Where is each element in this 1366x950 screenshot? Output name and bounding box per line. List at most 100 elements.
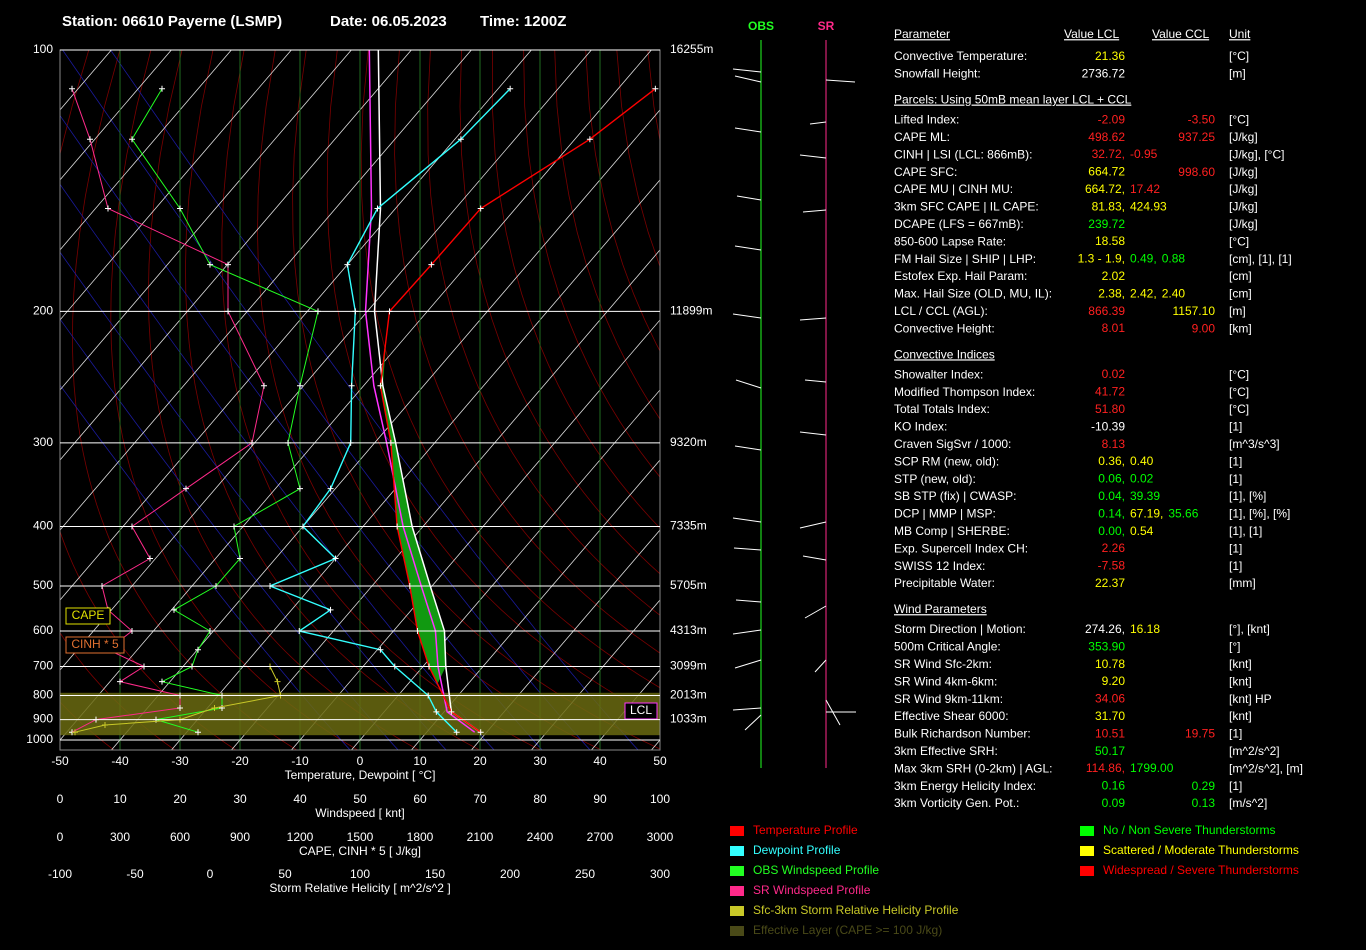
profile-marker xyxy=(102,721,108,728)
param-unit: [J/kg] xyxy=(1229,130,1258,144)
height-label: 16255m xyxy=(670,42,713,56)
dry-adiabat xyxy=(523,50,660,478)
isotherm xyxy=(60,50,472,531)
param-label: 3km Energy Helicity Index: xyxy=(894,779,1036,793)
param-ccl: 0.29 xyxy=(1192,779,1216,793)
isotherm xyxy=(60,50,232,251)
threat-label: Scattered / Moderate Thunderstorms xyxy=(1103,843,1299,857)
axis-tick-label: 1500 xyxy=(347,830,374,844)
param-label: Estofex Exp. Hail Param: xyxy=(894,269,1027,283)
param-unit: [mm] xyxy=(1229,576,1256,590)
param-value: 1799.00 xyxy=(1130,761,1174,775)
axis-tick-label: 2400 xyxy=(527,830,554,844)
param-value: 0.49, xyxy=(1130,252,1157,266)
profile-marker xyxy=(374,205,381,212)
param-values: 18.58 xyxy=(1095,234,1125,248)
moist-adiabat xyxy=(110,50,639,750)
threat-label: No / Non Severe Thunderstorms xyxy=(1103,823,1276,837)
param-label: Convective Height: xyxy=(894,321,995,335)
param-unit: [1] xyxy=(1229,559,1242,573)
param-value: -2.09 xyxy=(1098,113,1126,127)
lcl-box xyxy=(624,702,658,720)
isotherm xyxy=(60,50,652,741)
profile-marker xyxy=(69,85,75,92)
isotherm xyxy=(350,389,660,750)
profile-marker xyxy=(183,485,189,492)
height-label: 1033m xyxy=(670,712,707,726)
axis-label: Windspeed [ knt] xyxy=(315,806,404,820)
param-value: 81.83, xyxy=(1092,200,1125,214)
param-value: 34.06 xyxy=(1095,692,1125,706)
height-label: 3099m xyxy=(670,659,707,673)
param-value: 274.26, xyxy=(1085,622,1125,636)
axis-tick-label: 70 xyxy=(473,792,487,806)
axis-tick-label: 90 xyxy=(593,792,607,806)
height-label: 4313m xyxy=(670,623,707,637)
dry-adiabat xyxy=(491,50,660,529)
dry-adiabat xyxy=(221,50,542,750)
param-value: 0.04, xyxy=(1098,489,1125,503)
y-tick-label: 900 xyxy=(33,712,53,726)
legend-label: Sfc-3km Storm Relative Helicity Profile xyxy=(753,903,959,917)
param-label: SR Wind 4km-6km: xyxy=(894,674,997,688)
dry-adiabat xyxy=(554,50,660,420)
x-tick-label: -30 xyxy=(171,754,189,768)
param-value: 0.00, xyxy=(1098,524,1125,538)
effective-layer xyxy=(60,692,660,736)
param-value: 0.54 xyxy=(1130,524,1154,538)
axis-tick-label: 3000 xyxy=(647,830,674,844)
param-label: Snowfall Height: xyxy=(894,67,981,81)
param-values: 31.70 xyxy=(1095,709,1125,723)
param-value: 31.70 xyxy=(1095,709,1125,723)
param-label: CAPE SFC: xyxy=(894,165,957,179)
isotherm xyxy=(60,50,172,181)
param-value: 67.19, xyxy=(1130,507,1163,521)
isotherm xyxy=(60,50,532,601)
wind-profile xyxy=(71,88,265,733)
moist-adiabat xyxy=(60,384,351,750)
param-value: 0.14, xyxy=(1098,507,1125,521)
param-value: 16.18 xyxy=(1130,622,1160,636)
axis-tick-label: 200 xyxy=(500,867,520,881)
param-unit: [°C] xyxy=(1229,49,1249,63)
station: Station: 06610 Payerne (LSMP) xyxy=(62,13,282,30)
profile-marker xyxy=(348,382,355,389)
param-values: 0.09 xyxy=(1102,796,1126,810)
param-values: 2.02 xyxy=(1102,269,1126,283)
profile-marker xyxy=(297,485,303,492)
param-value: 2.02 xyxy=(1102,269,1126,283)
isotherm xyxy=(170,179,660,750)
plot-area xyxy=(60,50,660,750)
profile-marker xyxy=(207,261,213,268)
param-label: SWISS 12 Index: xyxy=(894,559,985,573)
y-tick-label: 200 xyxy=(33,304,53,318)
param-values: 2736.72 xyxy=(1082,67,1126,81)
param-unit: [knt] xyxy=(1229,657,1252,671)
param-values: -2.09 xyxy=(1098,113,1126,127)
profile-marker xyxy=(225,261,231,268)
axis-tick-label: 0 xyxy=(57,830,64,844)
param-value: 0.06, xyxy=(1098,472,1125,486)
axis-tick-label: 80 xyxy=(533,792,547,806)
profile-marker xyxy=(219,705,225,712)
lcl-label: LCL xyxy=(630,703,652,717)
param-values: 274.26, 16.18 xyxy=(1085,622,1160,636)
profile-marker xyxy=(433,708,440,715)
param-unit: [1] xyxy=(1229,727,1242,741)
legend-swatch xyxy=(730,866,744,876)
section-title: Parcels: Using 50mB mean layer LCL + CCL xyxy=(894,93,1132,107)
param-label: Craven SigSvr / 1000: xyxy=(894,437,1011,451)
profile-marker xyxy=(195,729,201,736)
param-unit: [m] xyxy=(1229,67,1246,81)
section-title: Wind Parameters xyxy=(894,602,987,616)
param-values: 21.36 xyxy=(1095,49,1125,63)
param-value: 2.42, xyxy=(1130,287,1157,301)
height-label: 2013m xyxy=(670,688,707,702)
param-values: 50.17 xyxy=(1095,744,1125,758)
legend-label: OBS Windspeed Profile xyxy=(753,863,879,877)
profile-marker xyxy=(586,136,593,143)
isotherm xyxy=(470,529,660,750)
param-label: STP (new, old): xyxy=(894,472,976,486)
param-values: 0.36, 0.40 xyxy=(1098,454,1153,468)
param-unit: [m] xyxy=(1229,304,1246,318)
